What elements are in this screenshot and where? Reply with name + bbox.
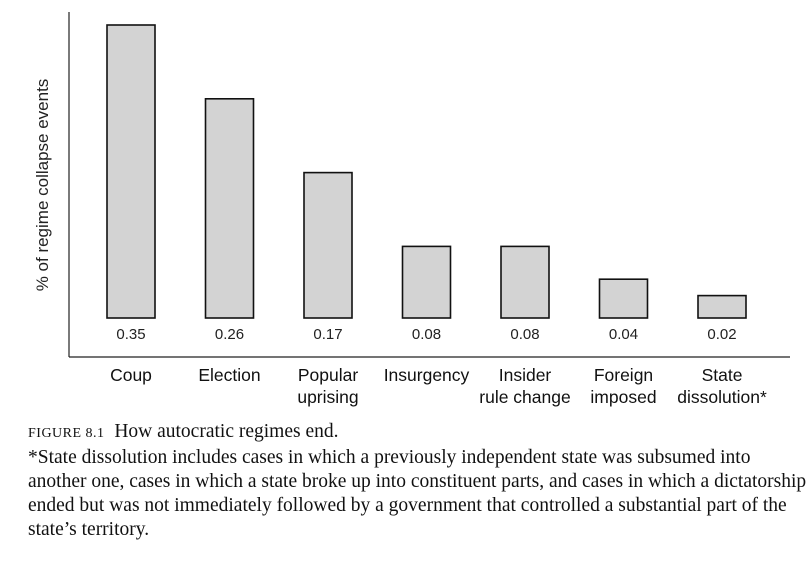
value-label: 0.02 (707, 326, 736, 343)
category-label: uprising (297, 387, 358, 407)
category-label: dissolution* (677, 387, 767, 407)
bar (697, 294, 747, 319)
figure-title: How autocratic regimes end. (114, 421, 339, 442)
category-label: Insider (499, 365, 552, 385)
category-label: Insurgency (384, 365, 470, 385)
bar (401, 245, 452, 319)
y-axis-label: % of regime collapse events (33, 79, 52, 292)
bar (500, 245, 550, 319)
bar (204, 98, 255, 319)
category-label: rule change (479, 387, 570, 407)
category-label: Foreign (594, 365, 653, 385)
value-label: 0.17 (313, 326, 342, 343)
figure-note: *State dissolution includes cases in whi… (28, 447, 807, 540)
bar-chart: % of regime collapse events 0.35 Coup 0.26… (33, 12, 790, 407)
category-label: imposed (590, 387, 656, 407)
bar (303, 171, 353, 319)
category-label: Popular (298, 365, 358, 385)
value-label: 0.26 (215, 326, 244, 343)
category-label: Coup (110, 365, 152, 385)
value-label: 0.08 (510, 326, 539, 343)
value-label: 0.35 (116, 326, 145, 343)
bar (106, 24, 156, 319)
value-label: 0.04 (609, 326, 638, 343)
bar (598, 278, 649, 319)
category-label: State (702, 365, 743, 385)
figure-caption: FIGURE 8.1 How autocratic regimes end. *… (28, 420, 808, 542)
category-label: Election (198, 365, 260, 385)
figure-label: FIGURE 8.1 (28, 426, 105, 441)
value-label: 0.08 (412, 326, 441, 343)
